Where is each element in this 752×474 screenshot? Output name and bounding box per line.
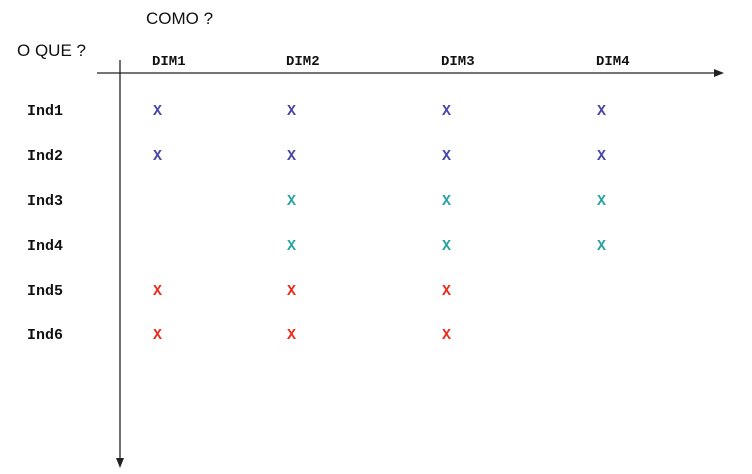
mark-ind5-dim2: X [287,283,297,300]
mark-ind6-dim1: X [153,327,163,344]
mark-ind2-dim1: X [153,148,163,165]
mark-ind4-dim3: X [442,238,452,255]
row-label-ind6: Ind6 [27,327,64,344]
mark-ind4-dim4: X [597,238,607,255]
mark-ind2-dim3: X [442,148,452,165]
row-label-ind3: Ind3 [27,193,64,210]
mark-ind5-dim3: X [442,283,452,300]
row-label-ind1: Ind1 [27,103,64,120]
column-header-dim3: DIM3 [441,54,475,70]
mark-ind5-dim1: X [153,283,163,300]
row-label-ind4: Ind4 [27,238,64,255]
mark-ind1-dim1: X [153,103,163,120]
mark-ind1-dim3: X [442,103,452,120]
mark-ind4-dim2: X [287,238,297,255]
horizontal-axis-arrow [714,69,724,77]
column-axis-title: COMO ? [146,9,214,28]
mark-ind2-dim2: X [287,148,297,165]
mark-ind1-dim2: X [287,103,297,120]
column-header-dim4: DIM4 [596,54,630,70]
row-label-ind2: Ind2 [27,148,64,165]
mark-ind6-dim2: X [287,327,297,344]
mark-ind3-dim3: X [442,193,452,210]
column-header-dim2: DIM2 [286,54,320,70]
row-label-ind5: Ind5 [27,283,64,300]
column-header-dim1: DIM1 [152,54,186,70]
mark-ind2-dim4: X [597,148,607,165]
mark-ind1-dim4: X [597,103,607,120]
mark-ind3-dim2: X [287,193,297,210]
mark-ind3-dim4: X [597,193,607,210]
vertical-axis-arrow [116,458,124,468]
mark-ind6-dim3: X [442,327,452,344]
row-axis-title: O QUE ? [17,41,86,60]
